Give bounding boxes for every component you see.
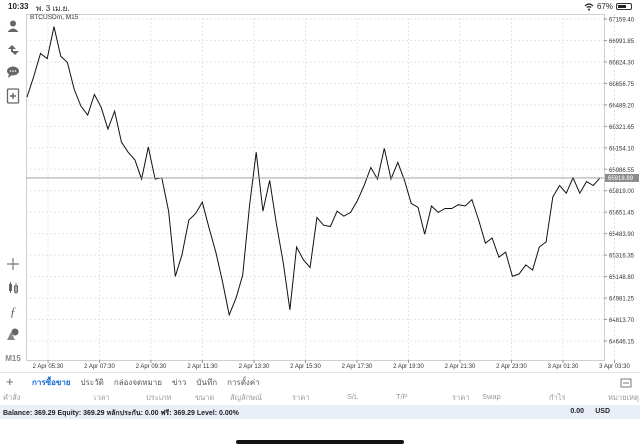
account-icon[interactable] <box>4 18 22 34</box>
x-tick-label: 2 Apr 05:30 <box>33 364 64 370</box>
y-tick-label: 65819.00 <box>609 189 635 195</box>
x-tick-label: 2 Apr 21:30 <box>445 364 476 370</box>
tab-1[interactable]: ประวัติ <box>80 378 104 387</box>
price-line <box>26 26 601 317</box>
column-header: ราคา <box>292 393 310 402</box>
x-tick-label: 3 Apr 03:30 <box>599 364 630 370</box>
y-tick-label: 66489.20 <box>609 103 635 109</box>
timeframe-label[interactable]: M15 <box>5 353 21 363</box>
y-tick-label: 66824.30 <box>609 60 635 66</box>
left-toolbar: ƒ M15 <box>0 14 26 370</box>
chart-type-icon[interactable] <box>4 280 22 296</box>
tab-5[interactable]: การตั้งค่า <box>227 378 260 387</box>
x-tick-label: 2 Apr 13:30 <box>239 364 270 370</box>
y-tick-label: 65986.55 <box>609 168 635 174</box>
balance-profit: 0.00 <box>570 408 584 415</box>
x-tick-label: 2 Apr 15:30 <box>290 364 321 370</box>
y-tick-label: 65148.80 <box>609 275 635 281</box>
x-tick-label: 2 Apr 19:30 <box>393 364 424 370</box>
battery-icon <box>616 3 632 10</box>
bottom-tab-bar: + การซื้อขาย ประวัติ กล่องจดหมาย ข่าว บันทึก… <box>0 372 640 392</box>
current-price-label: 65918.89 <box>608 176 634 182</box>
x-tick-label: 2 Apr 11:30 <box>187 364 218 370</box>
column-header: Swap <box>482 392 501 401</box>
x-tick-label: 3 Apr 01:30 <box>548 364 579 370</box>
column-header: เวลา <box>94 393 110 402</box>
status-bar: 10:33 พ. 3 เม.ย. 67% <box>0 0 640 14</box>
objects-icon[interactable] <box>4 326 22 342</box>
column-header: สัญลักษณ์ <box>230 393 263 402</box>
balance-currency: USD <box>595 408 610 415</box>
price-chart[interactable]: 67159.40 66991.85 66824.30 66656.75 66489.20… <box>26 14 640 370</box>
status-time: 10:33 <box>8 2 29 11</box>
indicators-icon[interactable]: ƒ <box>9 304 17 319</box>
column-header: T/P <box>396 392 408 401</box>
trade-icon[interactable] <box>4 42 22 58</box>
y-tick-label: 66656.75 <box>609 82 635 88</box>
status-right: 67% <box>584 2 632 11</box>
x-tick-label: 2 Apr 23:30 <box>496 364 527 370</box>
x-tick-label: 2 Apr 07:30 <box>84 364 115 370</box>
x-tick-label: 2 Apr 17:30 <box>342 364 373 370</box>
column-header: S/L <box>347 392 359 401</box>
y-tick-label: 64813.70 <box>609 318 635 324</box>
add-icon[interactable]: + <box>6 374 14 389</box>
column-header: หมายเหตุ <box>608 393 639 402</box>
column-header: ขนาด <box>195 393 215 402</box>
y-tick-label: 65316.35 <box>609 254 635 260</box>
status-date: พ. 3 เม.ย. <box>36 4 70 13</box>
y-tick-label: 66991.85 <box>609 39 635 45</box>
tab-4[interactable]: บันทึก <box>196 378 218 387</box>
order-column-headers: คำสั่ง เวลา ประเภท ขนาด สัญลักษณ์ ราคา S/L T/P ร… <box>0 390 640 404</box>
y-tick-label: 64646.15 <box>609 340 635 346</box>
crosshair-icon[interactable] <box>4 256 22 272</box>
balance-row: Balance: 369.29 Equity: 369.29 หลักประกั… <box>0 405 640 419</box>
chat-icon[interactable] <box>4 64 22 80</box>
current-price-box <box>605 173 639 182</box>
y-tick-label: 67159.40 <box>609 18 635 24</box>
column-header: กำไร <box>549 393 566 402</box>
column-header: ประเภท <box>146 393 172 402</box>
y-tick-label: 66321.65 <box>609 125 635 131</box>
y-tick-label: 65483.90 <box>609 232 635 238</box>
x-tick-label: 2 Apr 09:30 <box>136 364 167 370</box>
tab-3[interactable]: ข่าว <box>171 378 187 387</box>
column-header: ราคา <box>452 393 470 402</box>
tab-2[interactable]: กล่องจดหมาย <box>113 378 162 387</box>
chart-panel[interactable]: 67159.40 66991.85 66824.30 66656.75 66489.20… <box>26 14 640 370</box>
y-tick-label: 64981.25 <box>609 297 635 303</box>
chart-symbol-label: BTCUSDm, M15 <box>30 14 79 21</box>
y-tick-label: 65651.45 <box>609 211 635 217</box>
y-tick-label: 66154.10 <box>609 146 635 152</box>
home-indicator <box>236 440 404 444</box>
fit-window-icon[interactable] <box>620 375 632 393</box>
wifi-icon <box>584 2 594 11</box>
battery-percent: 67% <box>596 2 613 11</box>
balance-text: Balance: 369.29 Equity: 369.29 หลักประกั… <box>3 410 239 417</box>
chart-frame <box>26 14 605 361</box>
column-header: คำสั่ง <box>3 393 21 402</box>
new-order-icon[interactable] <box>4 88 22 104</box>
